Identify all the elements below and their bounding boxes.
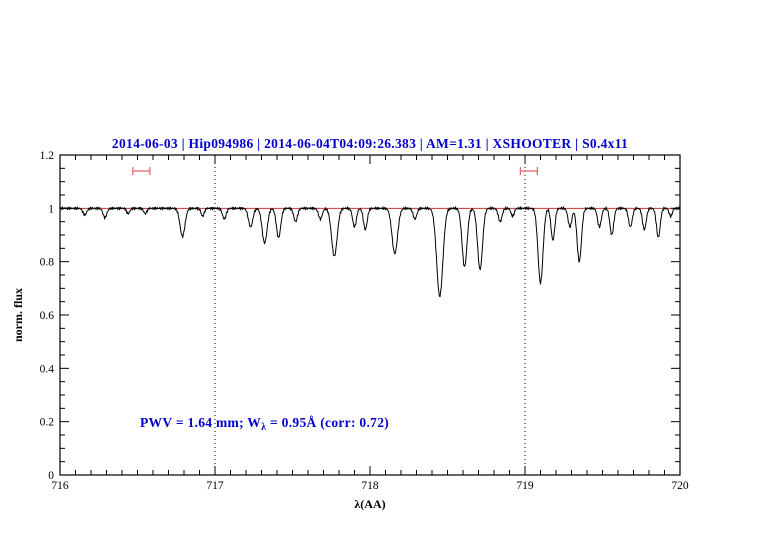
y-tick-label: 0.2 <box>40 417 55 429</box>
plot-title: 2014-06-03 | Hip094986 | 2014-06-04T04:0… <box>112 136 628 151</box>
pwv-annotation-prefix: PWV = 1.64 mm; W <box>140 415 261 430</box>
y-tick-label: 0.4 <box>40 363 55 375</box>
spectrum-line <box>60 206 680 298</box>
x-tick-label: 720 <box>671 480 689 492</box>
pwv-annotation-suffix: = 0.95Å (corr: 0.72) <box>266 415 389 430</box>
pwv-annotation: PWV = 1.64 mm; Wλ = 0.95Å (corr: 0.72) <box>140 415 389 433</box>
range-marker <box>519 167 539 175</box>
y-tick-label: 0 <box>48 470 54 482</box>
y-tick-label: 1 <box>48 203 54 215</box>
y-tick-label: 0.6 <box>40 310 55 322</box>
range-marker <box>132 167 151 175</box>
y-tick-label: 1.2 <box>40 150 55 162</box>
ticks-layer: 716 717 718 719 720 0 0.2 0.4 0.6 0.8 1 1.2 <box>40 150 689 492</box>
pwv-annotation-subscript: λ <box>261 422 266 433</box>
x-tick-label: 717 <box>206 480 224 492</box>
x-axis-label: λ(AA) <box>354 497 385 511</box>
x-tick-label: 716 <box>51 480 69 492</box>
spectrum-layer <box>60 206 680 298</box>
x-tick-label: 719 <box>516 480 534 492</box>
plot-frame <box>59 154 681 476</box>
range-markers-layer <box>132 167 539 175</box>
x-tick-label: 718 <box>361 480 379 492</box>
y-axis-label: norm. flux <box>11 288 25 342</box>
y-tick-label: 0.8 <box>40 257 55 269</box>
guide-lines-layer <box>214 155 526 475</box>
